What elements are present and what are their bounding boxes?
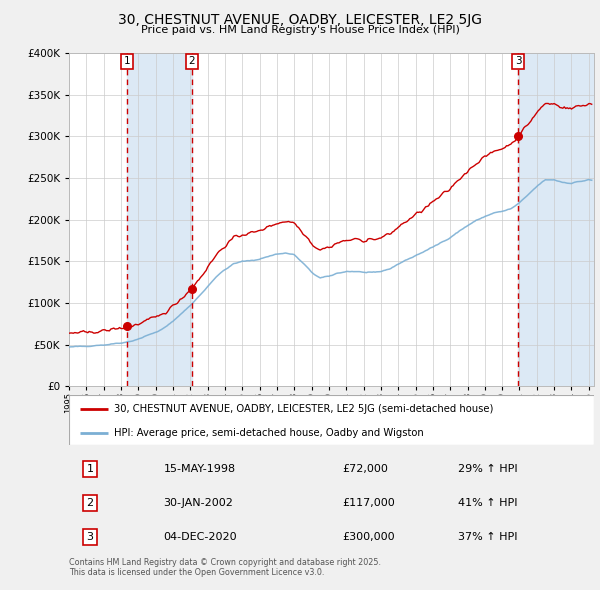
Text: 3: 3: [86, 532, 94, 542]
Text: £117,000: £117,000: [342, 498, 395, 508]
Text: 04-DEC-2020: 04-DEC-2020: [163, 532, 237, 542]
Text: 2: 2: [188, 57, 195, 67]
Text: Price paid vs. HM Land Registry's House Price Index (HPI): Price paid vs. HM Land Registry's House …: [140, 25, 460, 35]
Bar: [127, 53, 191, 386]
Text: 30, CHESTNUT AVENUE, OADBY, LEICESTER, LE2 5JG (semi-detached house): 30, CHESTNUT AVENUE, OADBY, LEICESTER, L…: [113, 404, 493, 414]
Text: 30-JAN-2002: 30-JAN-2002: [163, 498, 233, 508]
Text: 15-MAY-1998: 15-MAY-1998: [163, 464, 236, 474]
Text: 1: 1: [124, 57, 131, 67]
Text: 41% ↑ HPI: 41% ↑ HPI: [458, 498, 517, 508]
Text: 30, CHESTNUT AVENUE, OADBY, LEICESTER, LE2 5JG: 30, CHESTNUT AVENUE, OADBY, LEICESTER, L…: [118, 13, 482, 27]
Text: 29% ↑ HPI: 29% ↑ HPI: [458, 464, 517, 474]
Text: 2: 2: [86, 498, 94, 508]
Text: Contains HM Land Registry data © Crown copyright and database right 2025.
This d: Contains HM Land Registry data © Crown c…: [69, 558, 381, 577]
Text: 1: 1: [86, 464, 94, 474]
Text: 3: 3: [515, 57, 521, 67]
Bar: [518, 53, 593, 386]
Text: £300,000: £300,000: [342, 532, 395, 542]
Text: HPI: Average price, semi-detached house, Oadby and Wigston: HPI: Average price, semi-detached house,…: [113, 428, 424, 438]
Text: 37% ↑ HPI: 37% ↑ HPI: [458, 532, 517, 542]
Text: £72,000: £72,000: [342, 464, 388, 474]
